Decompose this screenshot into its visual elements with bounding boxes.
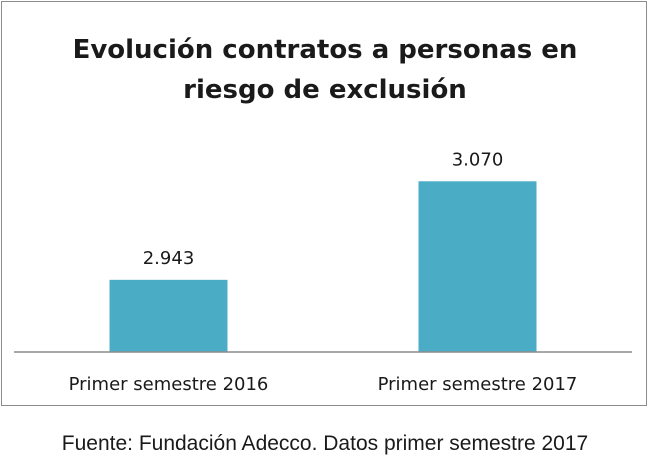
bar-1 — [109, 279, 228, 352]
bar-2 — [418, 181, 537, 352]
chart-plot-area: 2.943 Primer semestre 2016 3.070 Primer sem… — [14, 149, 632, 395]
source-note: Fuente: Fundación Adecco. Datos primer s… — [61, 432, 589, 455]
data-label-2: 3.070 — [452, 149, 504, 170]
data-label-1: 2.943 — [143, 248, 195, 269]
x-tick-label-1: Primer semestre 2016 — [69, 374, 269, 395]
x-tick-label-2: Primer semestre 2017 — [378, 374, 578, 395]
chart-title: Evolución contratos a personas en riesgo… — [72, 35, 578, 105]
chart-frame: Evolución contratos a personas en riesgo… — [1, 1, 647, 406]
